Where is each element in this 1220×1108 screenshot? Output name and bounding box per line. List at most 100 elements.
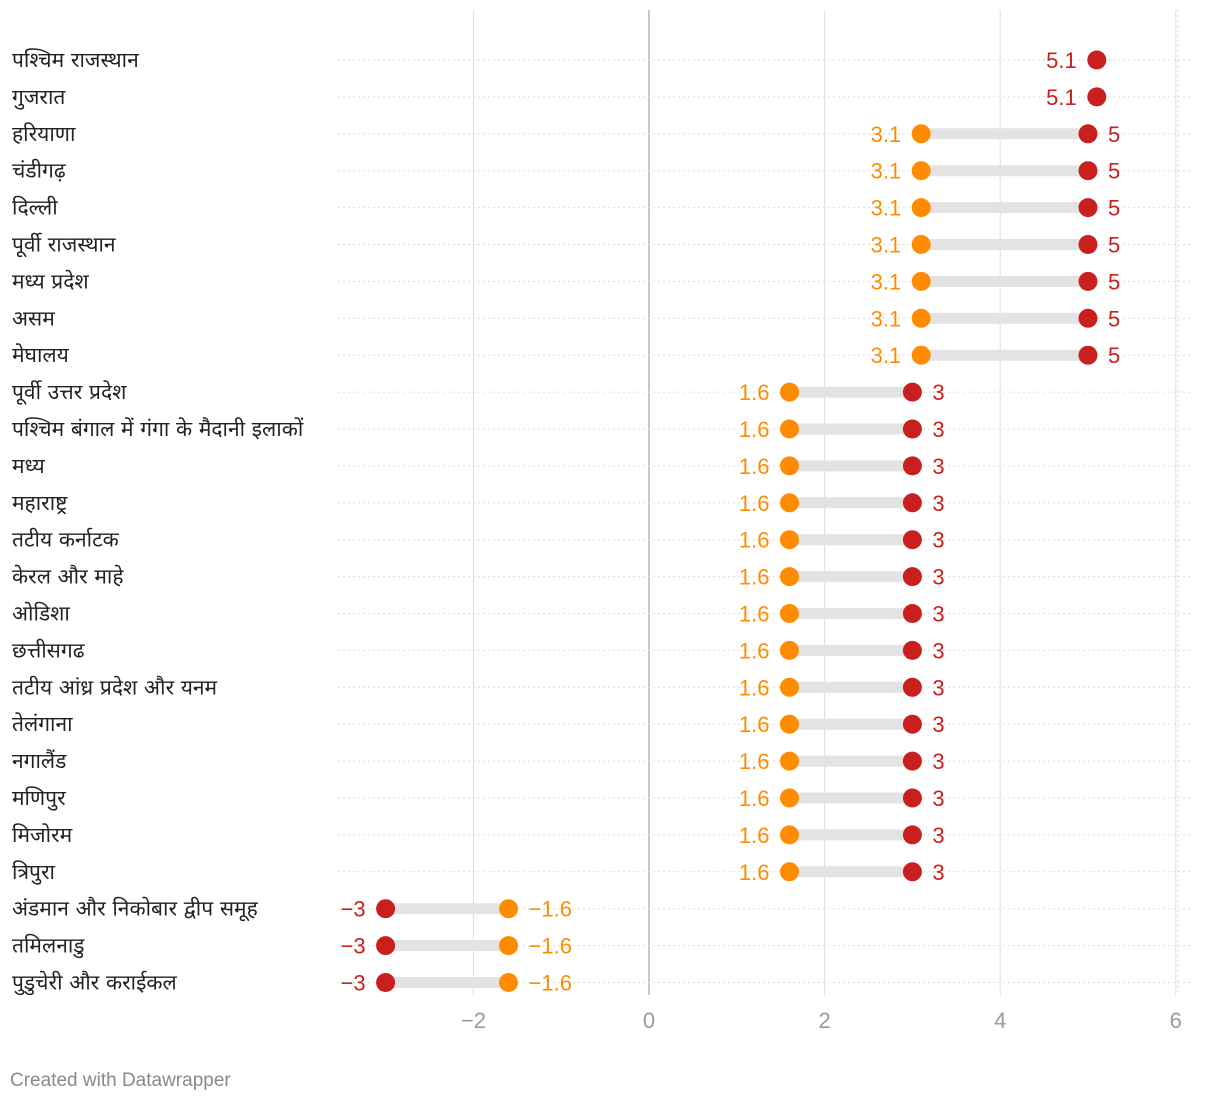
earlier-value-label: 1.6 [739, 602, 770, 627]
row-label: पश्चिम बंगाल में गंगा के मैदानी इलाकों [12, 417, 304, 441]
row-label: तटीय कर्नाटक [12, 528, 120, 552]
earlier-value-label: 3.1 [871, 159, 902, 184]
row-label: पूर्वी राजस्थान [12, 233, 116, 258]
row-label: पूर्वी उत्तर प्रदेश [12, 380, 127, 405]
earlier-dot [779, 640, 799, 660]
latest-dot [902, 419, 922, 439]
latest-value-label: 5 [1108, 159, 1120, 184]
row-label: त्रिपुरा [12, 860, 56, 885]
earlier-dot [911, 235, 931, 254]
latest-value-label: 3 [932, 528, 944, 553]
earlier-value-label: −1.6 [529, 897, 572, 922]
latest-dot [902, 825, 922, 845]
earlier-value-label: −1.6 [529, 934, 572, 959]
credit-footer[interactable]: Created with Datawrapper [10, 1070, 231, 1091]
x-tick-label: 6 [1170, 1008, 1182, 1033]
earlier-dot [779, 456, 799, 476]
latest-dot [376, 936, 396, 956]
earlier-value-label: 3.1 [871, 306, 902, 331]
latest-dot [1078, 345, 1098, 365]
latest-dot [902, 640, 922, 660]
latest-value-label: 3 [932, 638, 944, 663]
earlier-value-label: 1.6 [739, 749, 770, 774]
earlier-value-label: 1.6 [739, 712, 770, 737]
latest-value-label: −3 [341, 934, 366, 959]
latest-value-label: 5 [1108, 196, 1120, 221]
latest-dot [1078, 271, 1098, 291]
latest-value-label: 3 [932, 565, 944, 590]
earlier-dot [499, 936, 519, 956]
x-tick-label: 4 [994, 1008, 1006, 1033]
earlier-dot [779, 751, 799, 771]
row-label: असम [12, 306, 55, 330]
earlier-dot [779, 382, 799, 402]
latest-value-label: 3 [932, 454, 944, 479]
row-label: तमिलनाडु [12, 934, 85, 959]
latest-value-label: 3 [932, 380, 944, 405]
earlier-value-label: −1.6 [529, 971, 572, 996]
latest-dot [1087, 87, 1107, 107]
latest-value-label: −3 [341, 897, 366, 922]
row-label: पुडुचेरी और कराईकल [12, 971, 178, 996]
earlier-value-label: 1.6 [739, 454, 770, 479]
latest-dot [1078, 198, 1098, 218]
row-label: मिजोरम [12, 823, 73, 847]
latest-value-label: 3 [932, 786, 944, 811]
latest-dot [902, 567, 922, 587]
latest-dot [902, 604, 922, 623]
latest-dot [902, 456, 922, 476]
latest-dot [1087, 50, 1107, 70]
latest-value-label: 3 [932, 823, 944, 848]
x-tick-label: −2 [461, 1008, 486, 1033]
earlier-value-label: 1.6 [739, 823, 770, 848]
latest-value-label: 5.1 [1046, 48, 1077, 73]
latest-value-label: 5 [1108, 306, 1120, 331]
earlier-dot [779, 788, 799, 808]
earlier-value-label: 1.6 [739, 417, 770, 442]
earlier-value-label: 1.6 [739, 380, 770, 405]
earlier-value-label: 3.1 [871, 122, 902, 147]
latest-value-label: 3 [932, 712, 944, 737]
row-label: मध्य प्रदेश [12, 269, 89, 293]
earlier-value-label: 3.1 [871, 269, 902, 294]
earlier-dot [779, 825, 799, 845]
earlier-value-label: 3.1 [871, 233, 902, 258]
earlier-dot [779, 677, 799, 697]
latest-dot [902, 530, 922, 550]
row-label: तटीय आंध्र प्रदेश और यनम [12, 675, 218, 699]
latest-value-label: 3 [932, 417, 944, 442]
latest-dot [376, 899, 396, 919]
earlier-dot [779, 419, 799, 439]
row-label: छत्तीसगढ [12, 638, 86, 662]
latest-value-label: 5 [1108, 233, 1120, 258]
earlier-dot [779, 714, 799, 734]
latest-dot [902, 382, 922, 402]
row-label: गुजरात [12, 85, 66, 110]
latest-value-label: 3 [932, 860, 944, 885]
earlier-value-label: 1.6 [739, 528, 770, 553]
row-label: दिल्ली [12, 196, 58, 220]
earlier-dot [779, 604, 799, 623]
latest-dot [902, 751, 922, 771]
row-label: हरियाणा [12, 122, 76, 146]
x-tick-label: 2 [818, 1008, 830, 1033]
dot-range-chart: −2 0 2 4 6 पश्चिम राजस्थान 5.1 गुजरात 5.1 हरियाणा… [12, 10, 1190, 1033]
row-label: केरल और माहे [12, 565, 124, 589]
earlier-dot [499, 973, 519, 992]
earlier-dot [911, 308, 931, 328]
latest-value-label: 3 [932, 749, 944, 774]
latest-dot [1078, 124, 1098, 144]
latest-dot [902, 862, 922, 882]
earlier-value-label: 1.6 [739, 786, 770, 811]
earlier-dot [911, 271, 931, 291]
earlier-dot [911, 124, 931, 144]
earlier-value-label: 1.6 [739, 638, 770, 663]
latest-value-label: −3 [341, 971, 366, 996]
earlier-dot [911, 345, 931, 365]
earlier-value-label: 3.1 [871, 196, 902, 221]
earlier-value-label: 1.6 [739, 675, 770, 700]
row-label: महाराष्ट्र [12, 491, 68, 515]
dots [376, 50, 1107, 992]
latest-value-label: 5 [1108, 343, 1120, 368]
row-label: तेलंगाना [12, 712, 73, 736]
